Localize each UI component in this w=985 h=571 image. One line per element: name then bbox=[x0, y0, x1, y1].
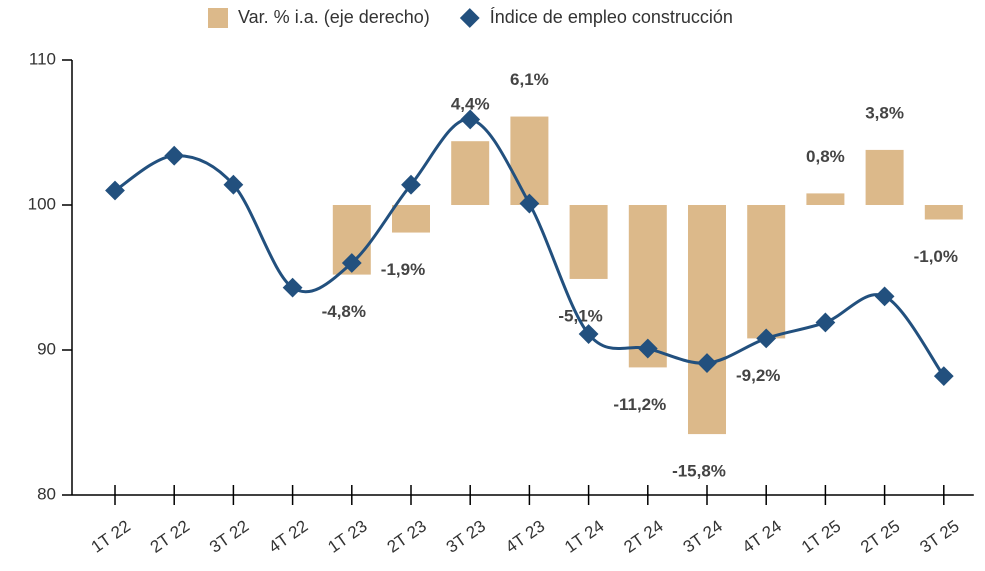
bar bbox=[747, 205, 786, 339]
value-label: -9,2% bbox=[736, 366, 780, 385]
marker bbox=[282, 277, 303, 298]
bar bbox=[924, 205, 963, 220]
bar bbox=[865, 149, 904, 205]
legend-label: Var. % i.a. (eje derecho) bbox=[238, 7, 430, 27]
value-label: -5,1% bbox=[558, 306, 602, 325]
marker bbox=[460, 109, 481, 130]
bar bbox=[451, 141, 490, 205]
marker bbox=[578, 324, 599, 344]
marker bbox=[933, 366, 954, 386]
x-tick-label: 3T 23 bbox=[443, 516, 489, 556]
x-tick-label: 2T 23 bbox=[384, 516, 430, 556]
x-tick-label: 3T 25 bbox=[916, 516, 962, 556]
legend-swatch bbox=[459, 8, 480, 28]
legend: Var. % i.a. (eje derecho) Índice de emple… bbox=[208, 7, 733, 28]
value-label: 3,8% bbox=[865, 103, 904, 122]
marker bbox=[637, 338, 658, 359]
x-tick-label: 4T 24 bbox=[739, 516, 785, 556]
marker bbox=[223, 174, 244, 195]
value-label: 0,8% bbox=[806, 147, 845, 166]
value-label: -1,9% bbox=[381, 260, 425, 279]
x-tick-label: 1T 25 bbox=[798, 516, 844, 556]
x-tick-label: 2T 24 bbox=[620, 516, 666, 556]
x-tick-label: 2T 25 bbox=[857, 516, 903, 556]
marker bbox=[164, 145, 185, 166]
value-label: 4,4% bbox=[451, 95, 490, 114]
x-tick-label: 3T 22 bbox=[206, 516, 252, 556]
marker bbox=[756, 328, 777, 349]
legend-swatch bbox=[208, 8, 228, 28]
value-label: -11,2% bbox=[613, 395, 666, 414]
x-tick-label: 3T 24 bbox=[680, 516, 726, 556]
bar bbox=[392, 205, 430, 233]
x-tick-label: 1T 23 bbox=[324, 516, 370, 556]
value-label: -15,8% bbox=[672, 462, 726, 481]
y-tick-label: 90 bbox=[37, 339, 56, 358]
value-label: -4,8% bbox=[322, 302, 366, 321]
bar bbox=[806, 193, 845, 205]
marker bbox=[341, 253, 362, 273]
x-tick-label: 1T 22 bbox=[88, 516, 134, 556]
y-tick-label: 100 bbox=[28, 194, 56, 213]
marker bbox=[815, 312, 836, 333]
marker bbox=[105, 180, 125, 201]
bar bbox=[688, 205, 726, 435]
x-tick-label: 1T 24 bbox=[561, 516, 607, 556]
bar bbox=[510, 116, 549, 205]
value-label: -1,0% bbox=[914, 247, 958, 266]
marker bbox=[697, 353, 717, 373]
y-tick-label: 110 bbox=[29, 49, 56, 68]
y-tick-label: 80 bbox=[37, 484, 56, 503]
legend-label: Índice de empleo construcción bbox=[490, 7, 733, 27]
bar bbox=[569, 205, 608, 279]
x-tick-label: 4T 23 bbox=[502, 516, 548, 556]
x-tick-label: 2T 22 bbox=[147, 516, 193, 556]
marker bbox=[401, 174, 421, 195]
marker bbox=[874, 286, 895, 307]
x-tick-label: 4T 22 bbox=[265, 516, 311, 556]
value-label: 6,1% bbox=[510, 70, 549, 89]
